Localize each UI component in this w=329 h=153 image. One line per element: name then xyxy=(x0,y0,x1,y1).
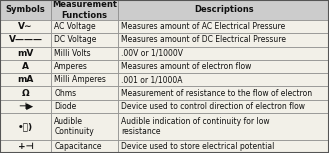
Bar xyxy=(51,0,118,20)
Bar xyxy=(51,20,118,33)
Bar xyxy=(118,100,329,113)
Text: Measures amount of electron flow: Measures amount of electron flow xyxy=(121,62,251,71)
Text: Measurement
Functions: Measurement Functions xyxy=(52,0,117,20)
Text: Device used to store electrical potential: Device used to store electrical potentia… xyxy=(121,142,274,151)
Bar xyxy=(118,113,329,140)
Bar xyxy=(118,140,329,153)
Text: Milli Amperes: Milli Amperes xyxy=(54,75,106,84)
Bar xyxy=(118,73,329,86)
Bar xyxy=(51,86,118,100)
Bar xyxy=(51,47,118,60)
Bar xyxy=(0,73,51,86)
Text: A: A xyxy=(22,62,29,71)
Bar xyxy=(118,86,329,100)
Bar xyxy=(0,33,51,47)
Text: Device used to control direction of electron flow: Device used to control direction of elec… xyxy=(121,102,305,111)
Bar xyxy=(0,20,51,33)
Bar xyxy=(0,140,51,153)
Text: Descriptions: Descriptions xyxy=(194,6,254,14)
Bar xyxy=(0,100,51,113)
Bar xyxy=(118,0,329,20)
Bar xyxy=(51,113,118,140)
Bar xyxy=(0,47,51,60)
Text: Diode: Diode xyxy=(54,102,77,111)
Text: •⧖): •⧖) xyxy=(18,122,33,131)
Text: +⊣: +⊣ xyxy=(17,142,34,151)
Bar xyxy=(51,140,118,153)
Bar xyxy=(51,60,118,73)
Bar xyxy=(118,33,329,47)
Text: .001 or 1/1000A: .001 or 1/1000A xyxy=(121,75,183,84)
Text: Milli Volts: Milli Volts xyxy=(54,49,91,58)
Text: .00V or 1/1000V: .00V or 1/1000V xyxy=(121,49,183,58)
Text: Symbols: Symbols xyxy=(6,6,45,14)
Text: Measures amount of DC Electrical Pressure: Measures amount of DC Electrical Pressur… xyxy=(121,35,286,44)
Bar xyxy=(118,60,329,73)
Bar xyxy=(118,47,329,60)
Bar xyxy=(0,113,51,140)
Text: V———: V——— xyxy=(9,35,42,44)
Text: Audible
Continuity: Audible Continuity xyxy=(54,117,94,136)
Text: AC Voltage: AC Voltage xyxy=(54,22,96,31)
Text: ⊣▶: ⊣▶ xyxy=(18,102,33,111)
Text: mA: mA xyxy=(17,75,34,84)
Text: Measurement of resistance to the flow of electron: Measurement of resistance to the flow of… xyxy=(121,89,312,98)
Bar xyxy=(51,100,118,113)
Text: mV: mV xyxy=(17,49,34,58)
Text: Capacitance: Capacitance xyxy=(54,142,102,151)
Bar xyxy=(51,73,118,86)
Bar xyxy=(51,33,118,47)
Text: Amperes: Amperes xyxy=(54,62,88,71)
Text: Ω: Ω xyxy=(22,89,29,98)
Bar xyxy=(0,86,51,100)
Text: Measures amount of AC Electrical Pressure: Measures amount of AC Electrical Pressur… xyxy=(121,22,285,31)
Text: DC Voltage: DC Voltage xyxy=(54,35,97,44)
Bar xyxy=(0,60,51,73)
Bar xyxy=(0,0,51,20)
Text: Audible indication of continuity for low
resistance: Audible indication of continuity for low… xyxy=(121,117,270,136)
Bar xyxy=(118,20,329,33)
Text: V∼: V∼ xyxy=(18,22,33,31)
Text: Ohms: Ohms xyxy=(54,89,76,98)
